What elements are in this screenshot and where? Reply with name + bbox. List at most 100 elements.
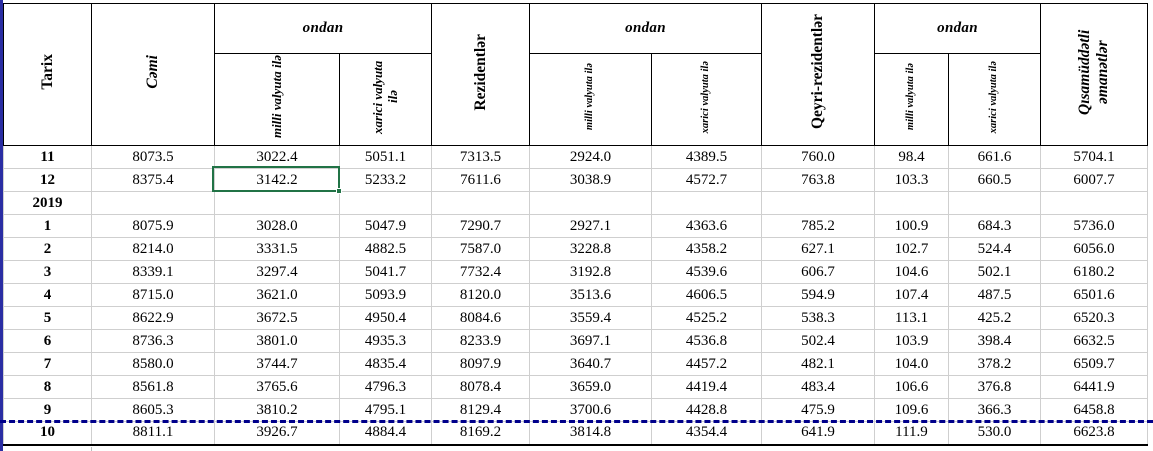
cell[interactable]: 538.3: [761, 306, 875, 330]
cell[interactable]: 594.9: [761, 283, 875, 307]
header-xarici-valyuta-3[interactable]: xarici valyuta ilə: [948, 53, 1041, 146]
cell[interactable]: 4536.8: [651, 329, 762, 353]
cell[interactable]: 3744.7: [214, 352, 340, 376]
row-label[interactable]: 5: [3, 306, 92, 330]
cell[interactable]: 8120.0: [431, 283, 530, 307]
header-milli-valyuta-3[interactable]: milli valyuta ilə: [874, 53, 949, 146]
cell[interactable]: 5047.9: [339, 214, 432, 238]
header-xarici-valyuta-2[interactable]: xarici valyuta ilə: [651, 53, 762, 146]
cell[interactable]: 2924.0: [529, 145, 652, 169]
cell[interactable]: 8214.0: [91, 237, 215, 261]
cell[interactable]: 3513.6: [529, 283, 652, 307]
cell[interactable]: [874, 191, 949, 215]
cell[interactable]: 3028.0: [214, 214, 340, 238]
cell[interactable]: [431, 191, 530, 215]
cell[interactable]: 5736.0: [1040, 214, 1148, 238]
cell[interactable]: 398.4: [948, 329, 1041, 353]
header-ondan-3[interactable]: ondan: [874, 3, 1041, 54]
cell[interactable]: 6623.8: [1040, 421, 1148, 446]
cell[interactable]: 6441.9: [1040, 375, 1148, 399]
cell[interactable]: 7313.5: [431, 145, 530, 169]
cell[interactable]: 4419.4: [651, 375, 762, 399]
cell[interactable]: 103.3: [874, 168, 949, 192]
cell[interactable]: 4428.8: [651, 398, 762, 422]
cell[interactable]: 8339.1: [91, 260, 215, 284]
cell[interactable]: 3672.5: [214, 306, 340, 330]
cell[interactable]: 7587.0: [431, 237, 530, 261]
cell[interactable]: 6501.6: [1040, 283, 1148, 307]
cell[interactable]: 502.4: [761, 329, 875, 353]
cell[interactable]: 7611.6: [431, 168, 530, 192]
row-label[interactable]: 2: [3, 237, 92, 261]
cell[interactable]: 102.7: [874, 237, 949, 261]
cell[interactable]: 6180.2: [1040, 260, 1148, 284]
cell[interactable]: 103.9: [874, 329, 949, 353]
cell[interactable]: 5051.1: [339, 145, 432, 169]
cell[interactable]: 3765.6: [214, 375, 340, 399]
cell[interactable]: 4795.1: [339, 398, 432, 422]
cell[interactable]: 8169.2: [431, 421, 530, 446]
cell[interactable]: 8078.4: [431, 375, 530, 399]
cell[interactable]: 8580.0: [91, 352, 215, 376]
header-ondan-2[interactable]: ondan: [529, 3, 762, 54]
cell[interactable]: 113.1: [874, 306, 949, 330]
cell[interactable]: 378.2: [948, 352, 1041, 376]
cell[interactable]: [761, 191, 875, 215]
cell[interactable]: 482.1: [761, 352, 875, 376]
cell[interactable]: 8715.0: [91, 283, 215, 307]
cell[interactable]: 5041.7: [339, 260, 432, 284]
cell[interactable]: 3926.7: [214, 421, 340, 446]
cell[interactable]: 530.0: [948, 421, 1041, 446]
cell[interactable]: 3621.0: [214, 283, 340, 307]
cell[interactable]: 684.3: [948, 214, 1041, 238]
cell[interactable]: 4572.7: [651, 168, 762, 192]
cell[interactable]: 3801.0: [214, 329, 340, 353]
cell[interactable]: 8375.4: [91, 168, 215, 192]
row-label[interactable]: 12: [3, 168, 92, 192]
header-qisamuddetli[interactable]: Qısamüddətli əmanətlər: [1040, 3, 1148, 146]
cell[interactable]: 4457.2: [651, 352, 762, 376]
cell[interactable]: 4606.5: [651, 283, 762, 307]
cell[interactable]: 4882.5: [339, 237, 432, 261]
cell[interactable]: 8129.4: [431, 398, 530, 422]
header-qeyri-rezidentler[interactable]: Qeyri-rezidentlər: [761, 3, 875, 146]
cell[interactable]: 3022.4: [214, 145, 340, 169]
cell[interactable]: 4525.2: [651, 306, 762, 330]
cell[interactable]: 7732.4: [431, 260, 530, 284]
cell[interactable]: 4539.6: [651, 260, 762, 284]
cell[interactable]: 3297.4: [214, 260, 340, 284]
cell[interactable]: 8622.9: [91, 306, 215, 330]
cell[interactable]: 760.0: [761, 145, 875, 169]
row-label[interactable]: 9: [3, 398, 92, 422]
cell[interactable]: 4796.3: [339, 375, 432, 399]
cell[interactable]: 111.9: [874, 421, 949, 446]
row-label[interactable]: 1: [3, 214, 92, 238]
cell[interactable]: 4935.3: [339, 329, 432, 353]
cell[interactable]: 8605.3: [91, 398, 215, 422]
cell[interactable]: 4884.4: [339, 421, 432, 446]
row-label[interactable]: 10: [3, 421, 92, 446]
cell[interactable]: 6520.3: [1040, 306, 1148, 330]
cell[interactable]: 2927.1: [529, 214, 652, 238]
cell[interactable]: 98.4: [874, 145, 949, 169]
row-label[interactable]: 4: [3, 283, 92, 307]
cell[interactable]: 3228.8: [529, 237, 652, 261]
cell[interactable]: 487.5: [948, 283, 1041, 307]
header-milli-valyuta-1[interactable]: milli valyuta ilə: [214, 53, 340, 146]
cell[interactable]: 3640.7: [529, 352, 652, 376]
cell[interactable]: 8073.5: [91, 145, 215, 169]
cell[interactable]: 524.4: [948, 237, 1041, 261]
cell[interactable]: 5704.1: [1040, 145, 1148, 169]
cell[interactable]: [214, 191, 340, 215]
cell[interactable]: 8075.9: [91, 214, 215, 238]
cell[interactable]: 109.6: [874, 398, 949, 422]
cell[interactable]: 785.2: [761, 214, 875, 238]
cell[interactable]: [529, 191, 652, 215]
cell[interactable]: 627.1: [761, 237, 875, 261]
cell[interactable]: 3700.6: [529, 398, 652, 422]
row-label[interactable]: 3: [3, 260, 92, 284]
cell[interactable]: [651, 191, 762, 215]
cell[interactable]: 4354.4: [651, 421, 762, 446]
cell[interactable]: 4835.4: [339, 352, 432, 376]
row-label[interactable]: 2019: [3, 191, 92, 215]
